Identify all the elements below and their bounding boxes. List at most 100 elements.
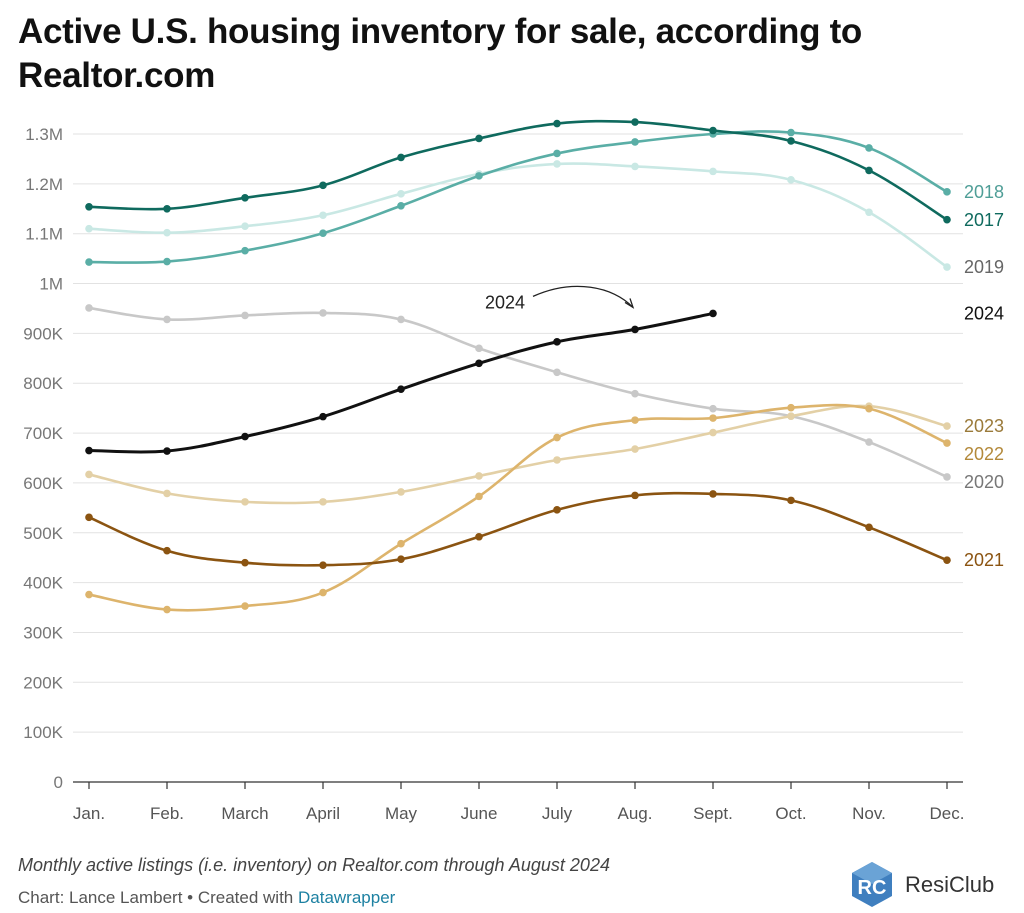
series-label-2021: 2021 bbox=[964, 550, 1004, 570]
series-line-2019 bbox=[87, 162, 949, 269]
logo-mark: RC bbox=[858, 877, 887, 899]
data-point-2019 bbox=[865, 208, 873, 217]
x-tick-label: July bbox=[542, 804, 573, 823]
data-point-2024 bbox=[397, 385, 405, 394]
x-axis: Jan. Feb. March April May June July Aug. Sept. Oc… bbox=[73, 781, 965, 823]
line-chart: 0 100K 200K 300K 400K 500K 600K 700K 800K 900K 1M 1… bbox=[23, 118, 1004, 823]
x-tick-label: Dec. bbox=[930, 804, 965, 823]
series-line-2018 bbox=[87, 130, 949, 264]
series-2019 bbox=[85, 160, 951, 271]
y-tick-label: 500K bbox=[23, 524, 63, 543]
series-2020 bbox=[85, 304, 951, 481]
data-point-2023 bbox=[631, 445, 639, 453]
data-point-2017 bbox=[943, 215, 951, 224]
series-line-2021 bbox=[87, 491, 949, 567]
data-point-2020 bbox=[475, 344, 483, 353]
data-point-2017 bbox=[631, 118, 639, 126]
y-tick-label: 800K bbox=[23, 374, 63, 393]
data-point-2022 bbox=[241, 602, 249, 610]
chart-title: Active U.S. housing inventory for sale, … bbox=[18, 12, 863, 95]
data-point-2018 bbox=[319, 229, 327, 237]
data-point-2021 bbox=[631, 491, 639, 500]
resiclub-logo-icon: RC bbox=[852, 862, 892, 907]
data-point-2021 bbox=[241, 558, 249, 567]
data-point-2022 bbox=[709, 414, 717, 422]
data-point-2022 bbox=[553, 433, 561, 442]
data-point-2017 bbox=[85, 202, 93, 211]
data-point-2020 bbox=[85, 304, 93, 312]
data-point-2019 bbox=[241, 222, 249, 231]
data-point-2019 bbox=[709, 167, 717, 176]
series-label-2022: 2022 bbox=[964, 444, 1004, 464]
data-point-2017 bbox=[397, 153, 405, 162]
y-tick-label: 300K bbox=[23, 623, 63, 642]
data-point-2021 bbox=[85, 513, 93, 522]
y-tick-label: 900K bbox=[23, 324, 63, 343]
data-point-2022 bbox=[787, 403, 795, 412]
logo-text: ResiClub bbox=[905, 872, 995, 897]
data-point-2024 bbox=[85, 446, 93, 455]
data-point-2019 bbox=[397, 190, 405, 198]
y-tick-label: 600K bbox=[23, 474, 63, 493]
data-point-2022 bbox=[475, 492, 483, 501]
annotation-label: 2024 bbox=[485, 292, 525, 312]
data-point-2017 bbox=[709, 126, 717, 135]
annotation: 2024 bbox=[485, 285, 635, 312]
data-point-2023 bbox=[241, 498, 249, 506]
y-tick-label: 1.3M bbox=[25, 125, 63, 144]
series-label-2024: 2024 bbox=[964, 303, 1004, 323]
y-tick-label: 200K bbox=[23, 673, 63, 692]
series-labels: 2018 2017 2019 2024 2023 2022 2020 2021 bbox=[964, 182, 1004, 570]
x-tick-label: April bbox=[306, 804, 340, 823]
data-point-2018 bbox=[475, 172, 483, 180]
data-point-2020 bbox=[865, 438, 873, 446]
data-point-2020 bbox=[241, 311, 249, 320]
x-tick-label: Feb. bbox=[150, 804, 184, 823]
series-2018 bbox=[85, 128, 951, 266]
chart-credit: Chart: Lance Lambert • Created with Data… bbox=[18, 888, 395, 908]
series-label-2020: 2020 bbox=[964, 472, 1004, 492]
data-point-2017 bbox=[241, 194, 249, 202]
x-tick-label: June bbox=[461, 804, 498, 823]
datawrapper-link[interactable]: Datawrapper bbox=[297, 888, 396, 907]
data-point-2020 bbox=[319, 309, 327, 317]
data-point-2021 bbox=[163, 546, 171, 555]
data-point-2018 bbox=[85, 258, 93, 266]
data-point-2020 bbox=[943, 473, 951, 481]
series-line-2023 bbox=[87, 404, 949, 505]
data-point-2021 bbox=[943, 556, 951, 564]
y-tick-label: 1M bbox=[39, 275, 63, 294]
data-point-2023 bbox=[163, 489, 171, 498]
x-tick-label: Aug. bbox=[618, 804, 653, 823]
data-point-2017 bbox=[475, 134, 483, 143]
data-point-2018 bbox=[865, 144, 873, 152]
series-2021 bbox=[85, 490, 951, 569]
series-2022 bbox=[85, 403, 951, 614]
annotation-arrowhead bbox=[624, 298, 635, 309]
data-point-2020 bbox=[709, 404, 717, 413]
data-point-2021 bbox=[397, 555, 405, 563]
data-point-2019 bbox=[319, 211, 327, 220]
resiclub-logo: RC ResiClub bbox=[848, 860, 1024, 908]
data-point-2023 bbox=[475, 472, 483, 480]
data-point-2024 bbox=[475, 359, 483, 368]
y-tick-label: 1.2M bbox=[25, 175, 63, 194]
data-point-2021 bbox=[709, 490, 717, 498]
data-point-2019 bbox=[163, 228, 171, 237]
y-tick-label: 0 bbox=[54, 773, 63, 792]
data-point-2024 bbox=[241, 432, 249, 441]
x-tick-label: Oct. bbox=[775, 804, 806, 823]
series-label-2017: 2017 bbox=[964, 210, 1004, 230]
data-point-2020 bbox=[631, 389, 639, 398]
data-point-2022 bbox=[865, 404, 873, 413]
x-tick-label: Nov. bbox=[852, 804, 886, 823]
data-point-2017 bbox=[787, 137, 795, 145]
series-lines bbox=[85, 118, 951, 614]
data-point-2023 bbox=[553, 456, 561, 464]
data-point-2023 bbox=[85, 470, 93, 479]
data-point-2024 bbox=[553, 338, 561, 346]
data-point-2019 bbox=[631, 162, 639, 171]
data-point-2023 bbox=[943, 422, 951, 430]
chart-subtitle: Monthly active listings (i.e. inventory)… bbox=[18, 855, 610, 875]
gridlines bbox=[73, 133, 963, 733]
